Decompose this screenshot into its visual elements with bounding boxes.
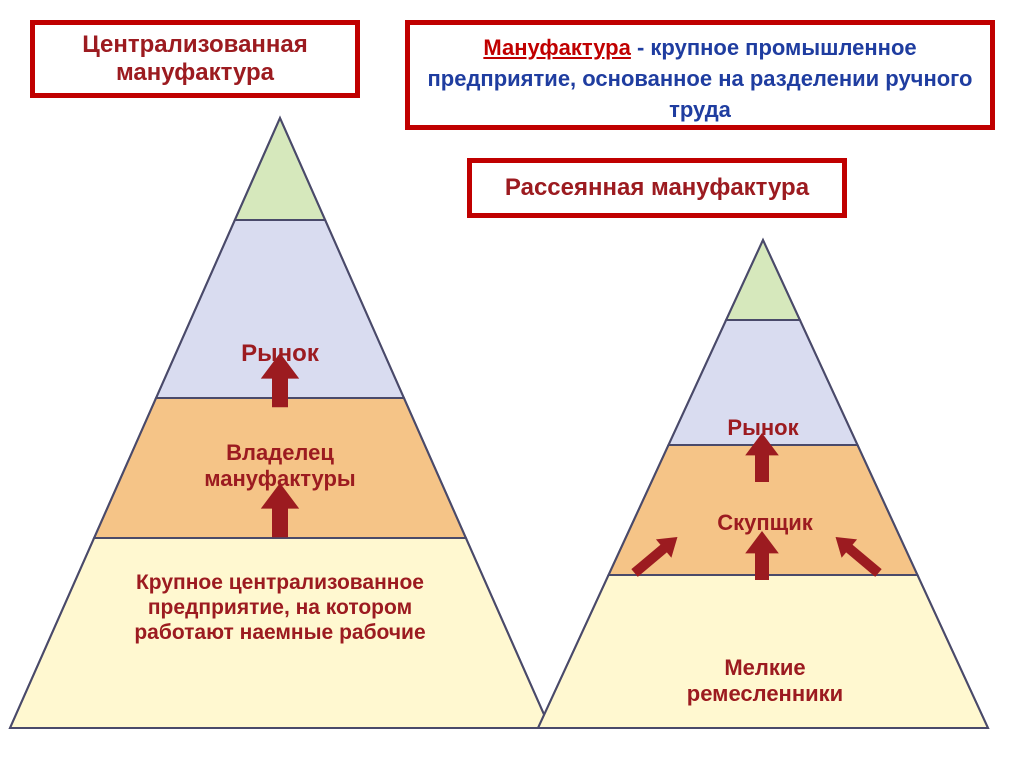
pyramid-label: Мелкие ремесленники xyxy=(680,655,850,708)
definition-term: Мануфактура xyxy=(483,35,631,60)
arrow-up-icon xyxy=(741,433,783,490)
arrow-up-icon xyxy=(256,353,304,416)
pyramid-left xyxy=(0,108,560,748)
arrow-diag-icon xyxy=(613,512,699,598)
arrow-diag-icon xyxy=(814,512,900,598)
arrow-up-icon xyxy=(256,483,304,546)
arrow-up-icon xyxy=(741,531,783,588)
pyramid-band xyxy=(235,118,325,220)
pyramid-label: Крупное централизованное предприятие, на… xyxy=(110,570,450,646)
title-left: Централизованная мануфактура xyxy=(30,20,360,98)
title-left-text: Централизованная мануфактура xyxy=(82,31,308,87)
pyramid-band xyxy=(726,240,800,320)
